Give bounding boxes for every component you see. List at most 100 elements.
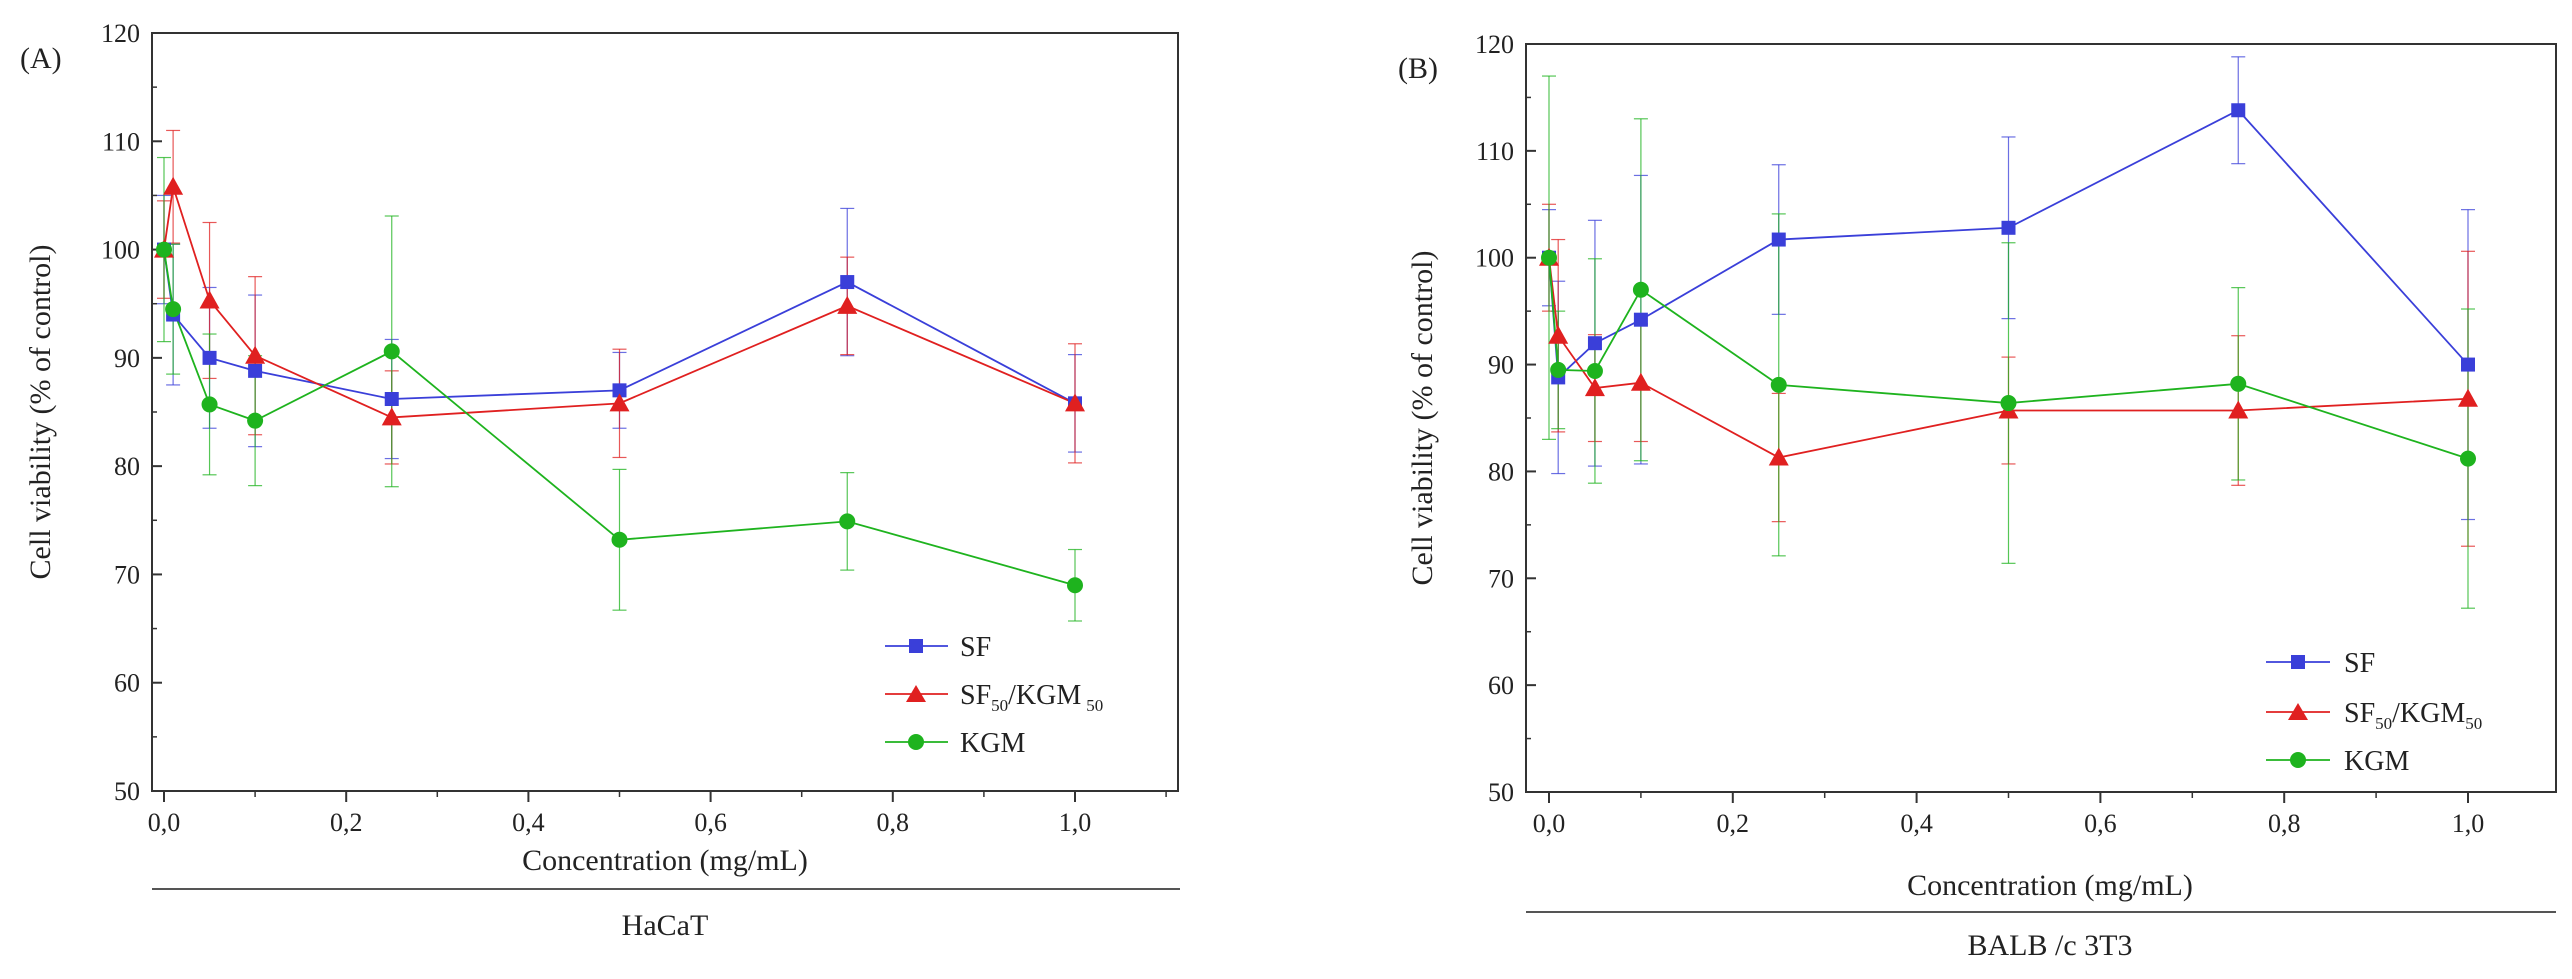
panel-b-y-tick-label: 70: [1488, 564, 1514, 593]
data-point-sf: [248, 363, 263, 378]
data-point-kgm: [2000, 395, 2017, 412]
panel-b-x-tick-label: 0,6: [2084, 809, 2117, 838]
data-point-sf: [612, 383, 627, 398]
panel-b-y-axis: 50 60 70 80 90 100 110 120: [1475, 30, 1536, 807]
data-point-kgm: [1770, 376, 1787, 393]
panel-a-y-tick-label: 70: [114, 560, 140, 589]
panel-a-y-axis-title: Cell viability (% of control): [24, 245, 57, 580]
data-point-kgm: [247, 412, 264, 429]
panel-b-error-bars: [1542, 56, 2475, 609]
panel-a-x-tick-label: 0,8: [877, 808, 910, 837]
panel-b-x-tick-label: 0,4: [1900, 809, 1933, 838]
panel-b-y-axis-title: Cell viability (% of control): [1406, 251, 1439, 586]
data-point-sf: [2231, 103, 2246, 118]
legend-label-kgm: KGM: [960, 728, 1025, 759]
panel-a-label: (A): [20, 42, 62, 75]
data-point-kgm: [839, 513, 856, 530]
panel-a-y-axis: 50 60 70 80 90 100 110 120: [101, 19, 162, 806]
panel-a-y-tick-label: 80: [114, 452, 140, 481]
data-point-kgm: [1586, 362, 1603, 379]
data-point-sf50-kgm50: [1768, 447, 1789, 466]
legend-label-kgm: KGM: [2344, 746, 2409, 777]
panel-a-x-axis: 0,0 0,2 0,4 0,6 0,8 1,0: [148, 791, 1167, 837]
panel-a-x-tick-label: 0,0: [148, 808, 181, 837]
data-point-sf50-kgm50: [837, 295, 858, 314]
panel-b-x-tick-label: 0,0: [1533, 809, 1566, 838]
panel-a-y-tick-label: 60: [114, 669, 140, 698]
data-point-kgm: [156, 241, 172, 258]
legend-item-kgm: KGM: [885, 728, 1025, 759]
panel-a-series-lines: [163, 186, 1076, 587]
legend-item-sf50-kgm50: SF50/KGM50: [2266, 698, 2482, 733]
panel-a-y-tick-label: 100: [101, 236, 140, 265]
data-point-kgm: [1550, 361, 1567, 378]
panel-a-x-tick-label: 0,4: [512, 808, 545, 837]
legend-item-kgm: KGM: [2266, 746, 2409, 777]
data-point-sf: [202, 350, 217, 365]
data-point-sf50-kgm50: [245, 345, 266, 364]
panel-b-y-tick-label: 100: [1475, 244, 1514, 273]
panel-b: (B) 50 60 70 80 90 100 110 120 0,0 0,2 0,4 0,6 0,8 1…: [1398, 30, 2557, 962]
legend-marker-kgm: [908, 734, 924, 750]
panel-a-x-tick-label: 0,6: [694, 808, 727, 837]
data-point-sf50-kgm50: [381, 407, 402, 426]
panel-b-markers: [1539, 103, 2478, 467]
legend-marker-sf: [2291, 655, 2305, 669]
data-point-kgm: [1632, 281, 1649, 298]
legend-label-sf: SF: [2344, 648, 2375, 679]
panel-b-plot-frame: [1525, 43, 2557, 793]
panel-a-x-tick-label: 1,0: [1059, 808, 1092, 837]
panel-b-cell-line-label: BALB /c 3T3: [1968, 929, 2133, 962]
data-point-sf50-kgm50: [1584, 378, 1605, 397]
legend-label-sf50-kgm50: SF50/KGM50: [2344, 698, 2482, 733]
legend-item-sf: SF: [885, 632, 991, 663]
data-point-sf50-kgm50: [1548, 325, 1569, 344]
legend-item-sf: SF: [2266, 648, 2375, 679]
legend-marker-sf50-kgm50: [2288, 703, 2308, 720]
data-point-sf: [2461, 357, 2475, 372]
panel-b-legend: SF SF50/KGM50 KGM: [2266, 648, 2482, 777]
data-point-sf: [1587, 336, 1602, 351]
data-point-sf50-kgm50: [199, 290, 220, 309]
data-point-sf: [1633, 312, 1648, 327]
panel-b-y-tick-label: 90: [1488, 351, 1514, 380]
panel-a-plot-frame: [151, 32, 1179, 792]
legend-marker-sf: [909, 639, 923, 653]
data-point-sf: [2001, 220, 2016, 235]
data-point-kgm: [165, 301, 182, 318]
data-point-sf50-kgm50: [1065, 393, 1085, 412]
data-point-kgm: [1541, 249, 1557, 266]
panel-a-x-axis-title: Concentration (mg/mL): [522, 844, 808, 877]
data-point-kgm: [1067, 577, 1083, 594]
data-point-kgm: [611, 531, 628, 548]
legend-marker-sf50-kgm50: [906, 685, 926, 702]
panel-a-y-tick-label: 110: [102, 127, 140, 156]
data-point-kgm: [2230, 375, 2247, 392]
panel-b-y-tick-label: 120: [1475, 30, 1514, 59]
data-point-sf: [384, 392, 399, 407]
panel-b-x-axis: 0,0 0,2 0,4 0,6 0,8 1,0: [1533, 792, 2485, 838]
panel-a-x-tick-label: 0,2: [330, 808, 363, 837]
data-point-kgm: [201, 396, 218, 413]
panel-a-legend: SF SF50/KGM 50 KGM: [885, 632, 1103, 759]
panel-a-y-tick-label: 120: [101, 19, 140, 48]
panel-b-y-tick-label: 80: [1488, 457, 1514, 486]
panel-b-y-tick-label: 50: [1488, 778, 1514, 807]
data-point-sf50-kgm50: [2458, 388, 2478, 407]
panel-b-y-tick-label: 60: [1488, 671, 1514, 700]
panel-a-y-tick-label: 90: [114, 344, 140, 373]
panel-a-y-tick-label: 50: [114, 777, 140, 806]
panel-b-x-axis-title: Concentration (mg/mL): [1907, 869, 2193, 902]
panel-b-x-tick-label: 0,8: [2268, 809, 2301, 838]
panel-b-y-tick-label: 110: [1476, 137, 1514, 166]
panel-b-x-tick-label: 1,0: [2452, 809, 2485, 838]
data-point-sf: [1771, 232, 1786, 247]
panel-a-markers: [154, 176, 1085, 594]
panel-a-cell-line-label: HaCaT: [622, 909, 709, 942]
data-point-kgm: [2460, 450, 2476, 467]
panel-b-x-tick-label: 0,2: [1717, 809, 1750, 838]
